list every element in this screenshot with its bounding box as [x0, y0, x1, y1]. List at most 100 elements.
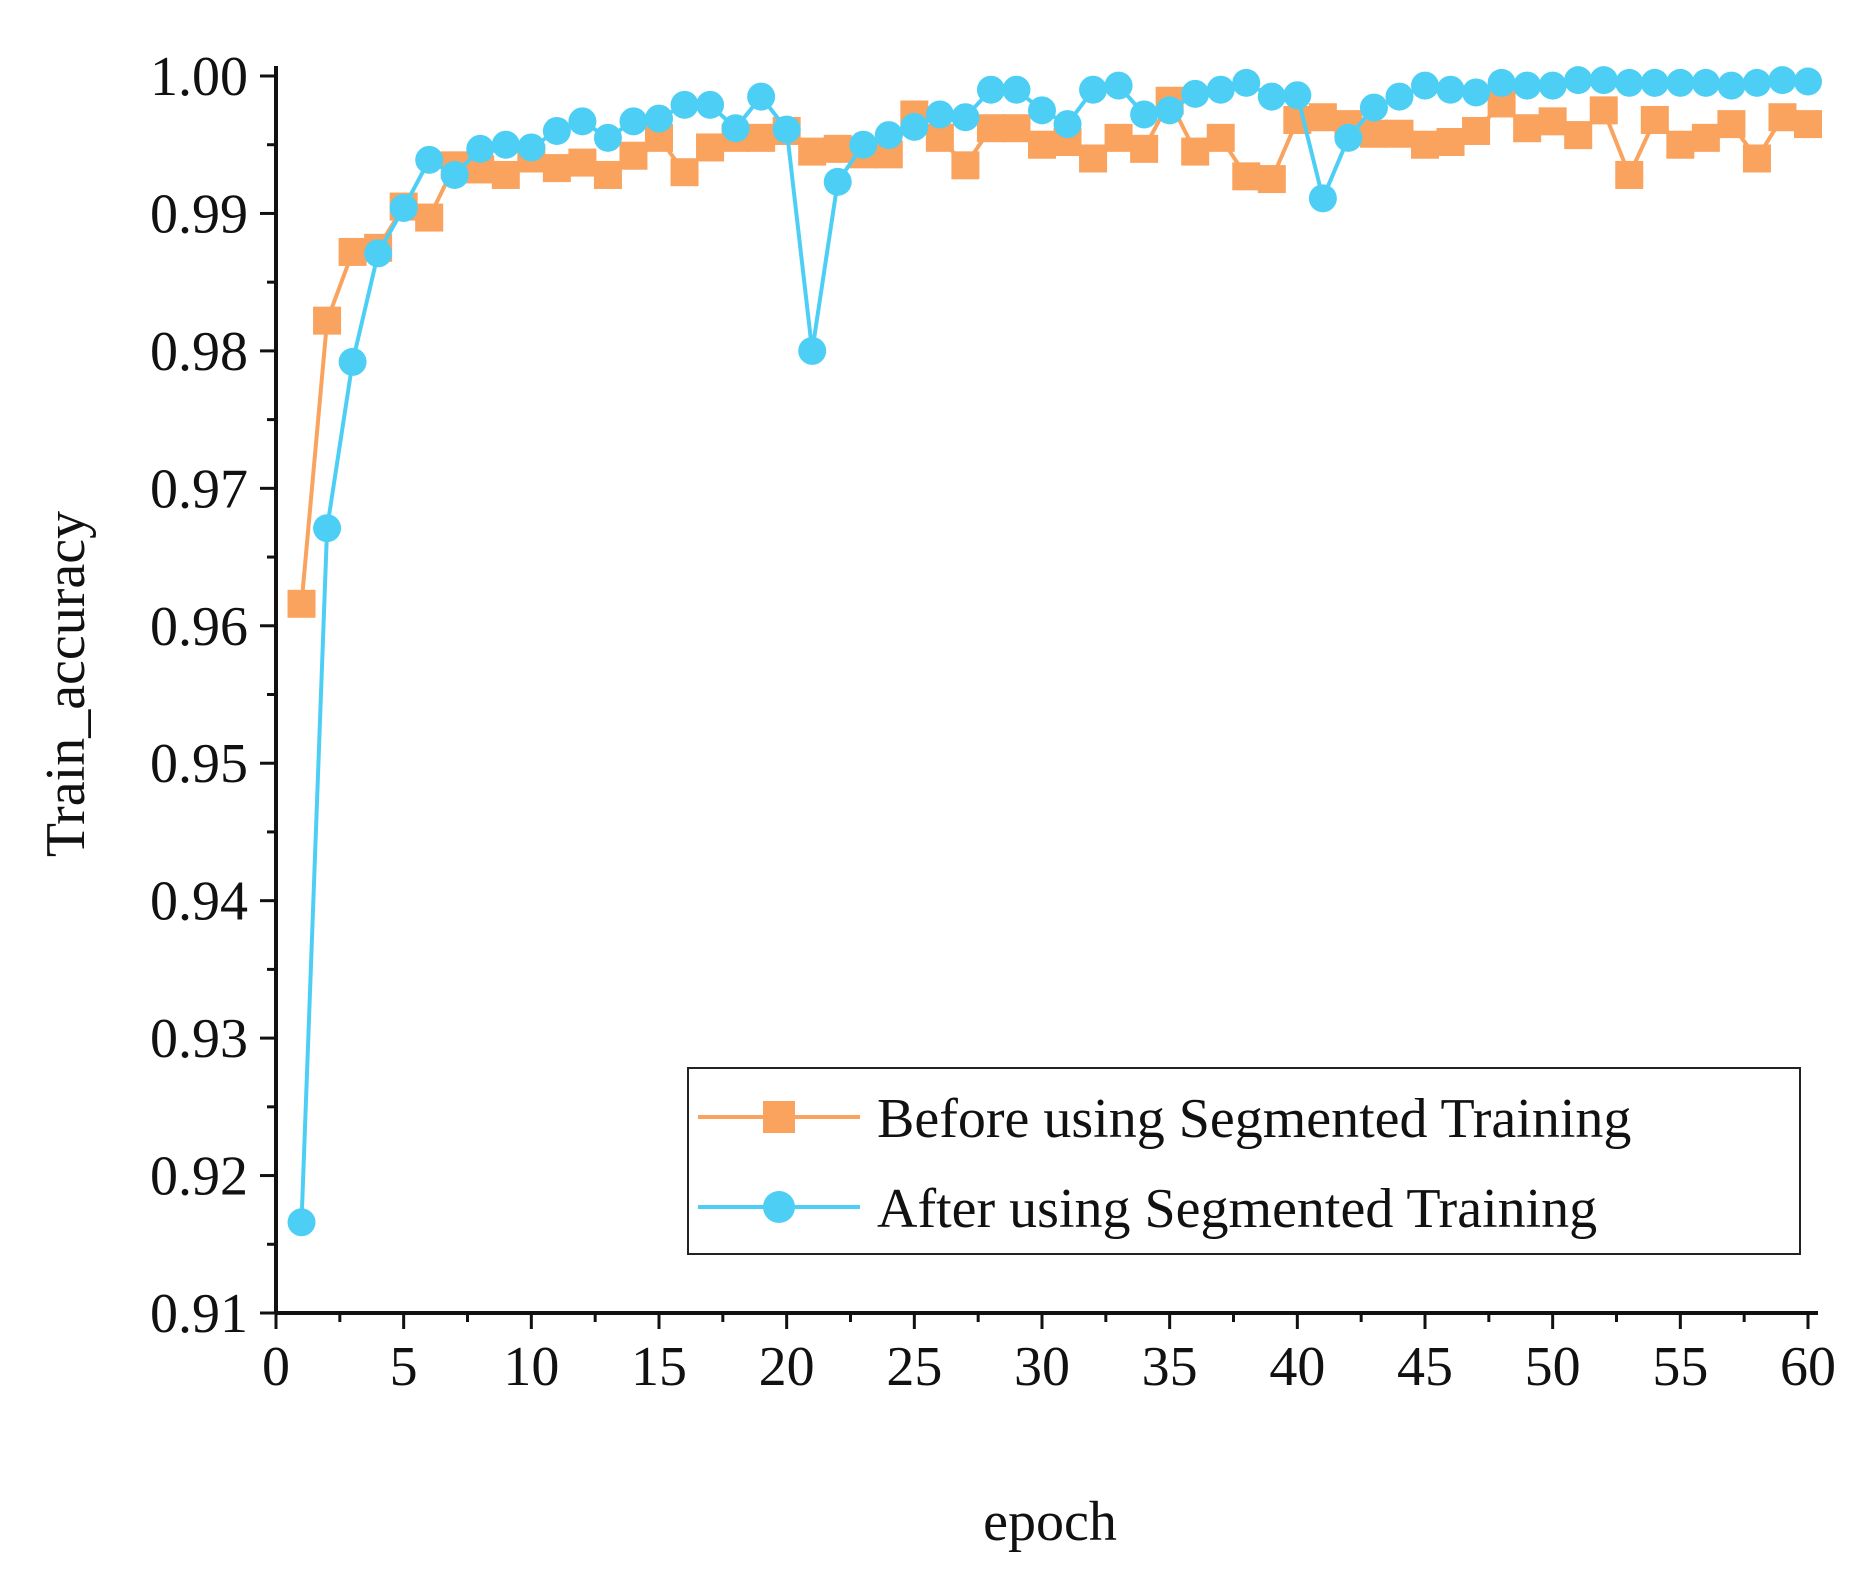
y-tick-label: 0.97	[150, 458, 248, 520]
series-1-point	[568, 107, 597, 136]
series-1-point	[645, 104, 673, 133]
series-0-point	[1181, 137, 1210, 166]
series-1-point	[1359, 93, 1388, 122]
series-1-point	[1155, 96, 1184, 125]
series-1-point	[1028, 96, 1056, 125]
y-tick-label: 0.94	[150, 871, 248, 933]
series-1-point	[1385, 82, 1414, 111]
series-1-point	[1436, 75, 1465, 104]
series-0-point	[747, 123, 776, 152]
series-1-point	[287, 1208, 316, 1237]
series-1-point	[1513, 71, 1542, 100]
x-tick-label: 55	[1652, 1336, 1708, 1398]
x-tick-label: 50	[1525, 1336, 1581, 1398]
series-1-point	[1002, 75, 1031, 104]
series-1-point	[542, 116, 571, 145]
series-0-point	[593, 160, 622, 189]
series-1-point	[1283, 81, 1312, 110]
series-0-point	[568, 148, 597, 177]
series-0-point	[1257, 165, 1286, 194]
series-0-point	[1717, 110, 1746, 139]
series-1-point	[1232, 68, 1261, 97]
y-tick-label: 1.00	[150, 46, 248, 108]
series-1-point	[517, 133, 546, 162]
series-1-point	[1589, 66, 1618, 95]
series-1-point	[1104, 71, 1133, 100]
series-0-point	[1002, 114, 1031, 143]
series-1-point	[466, 134, 495, 163]
series-0-point	[1615, 160, 1644, 189]
series-1-point	[364, 239, 393, 268]
legend-box	[687, 1067, 1801, 1255]
series-1-point	[849, 130, 878, 159]
series-1-point	[1308, 184, 1337, 213]
series-1-point	[1206, 75, 1235, 104]
series-1-point	[721, 114, 750, 143]
series-0-point	[1436, 127, 1465, 156]
series-1-point	[1564, 66, 1593, 95]
x-tick-label: 40	[1269, 1336, 1325, 1398]
series-0-point	[1079, 144, 1108, 173]
axes: 0.91 0.92 0.93 0.94 0.95 0.96 0.97 0.98 0.99 1.00…	[150, 46, 1836, 1398]
series-0-point	[798, 137, 827, 166]
series-1-point	[1334, 123, 1363, 152]
x-tick-label: 45	[1397, 1336, 1453, 1398]
series-0-point	[1359, 119, 1388, 148]
series-0-point	[1462, 116, 1491, 145]
x-tick-label: 30	[1014, 1336, 1070, 1398]
series-0-point	[1794, 110, 1822, 139]
x-tick-label: 15	[631, 1336, 687, 1398]
series-0-point	[542, 154, 571, 183]
series-1-point	[900, 112, 929, 141]
series-0-point	[287, 589, 316, 618]
x-tick-label: 60	[1780, 1336, 1836, 1398]
x-tick-label: 5	[390, 1336, 418, 1398]
series-0-point	[1691, 123, 1720, 152]
series-1-point	[1257, 82, 1286, 111]
series-1-point	[1462, 78, 1491, 107]
series-0-point	[951, 151, 980, 180]
y-tick-label: 0.93	[150, 1008, 248, 1070]
series-0-point	[1028, 130, 1056, 159]
series-1-point	[696, 90, 725, 119]
series-1-point	[1130, 100, 1159, 129]
legend: Before using Segmented Training After us…	[687, 1067, 1801, 1255]
x-tick-label: 0	[262, 1336, 290, 1398]
series-0-point	[1640, 105, 1669, 134]
series-1-point	[338, 347, 367, 376]
series-1-point	[772, 115, 801, 144]
x-tick-label: 35	[1142, 1336, 1198, 1398]
series-0-point	[1538, 107, 1567, 136]
legend-label-before: Before using Segmented Training	[877, 1088, 1631, 1150]
y-axis-title: Train_accuracy	[35, 511, 97, 857]
series-1-point	[619, 107, 648, 136]
series-1-point	[1742, 68, 1771, 97]
y-tick-label: 0.91	[150, 1283, 248, 1345]
series-0-point	[1232, 162, 1261, 191]
series-0-point	[491, 160, 520, 189]
x-tick-label: 25	[886, 1336, 942, 1398]
series-0-point	[313, 306, 342, 335]
series-0-point	[1742, 144, 1771, 173]
series-1-point	[1666, 68, 1695, 97]
series-1-point	[415, 145, 444, 174]
series-0-point	[670, 158, 699, 187]
series-0-point	[1385, 119, 1414, 148]
series-1-point	[1079, 75, 1108, 104]
legend-marker-before	[763, 1101, 795, 1133]
series-1-point	[1615, 68, 1644, 97]
series-layer	[287, 66, 1822, 1237]
x-tick-label: 10	[503, 1336, 559, 1398]
series-0-point	[1104, 123, 1133, 152]
series-0-point	[1666, 130, 1695, 159]
series-1-point	[491, 130, 520, 159]
series-0-point	[338, 237, 367, 266]
series-0-point	[1564, 121, 1593, 150]
x-axis-title: epoch	[983, 1491, 1117, 1553]
series-1-point	[798, 336, 827, 365]
series-1-point	[1181, 79, 1210, 108]
y-tick-label: 0.95	[150, 733, 248, 795]
series-1-point	[313, 514, 342, 543]
series-1-point	[593, 123, 622, 152]
